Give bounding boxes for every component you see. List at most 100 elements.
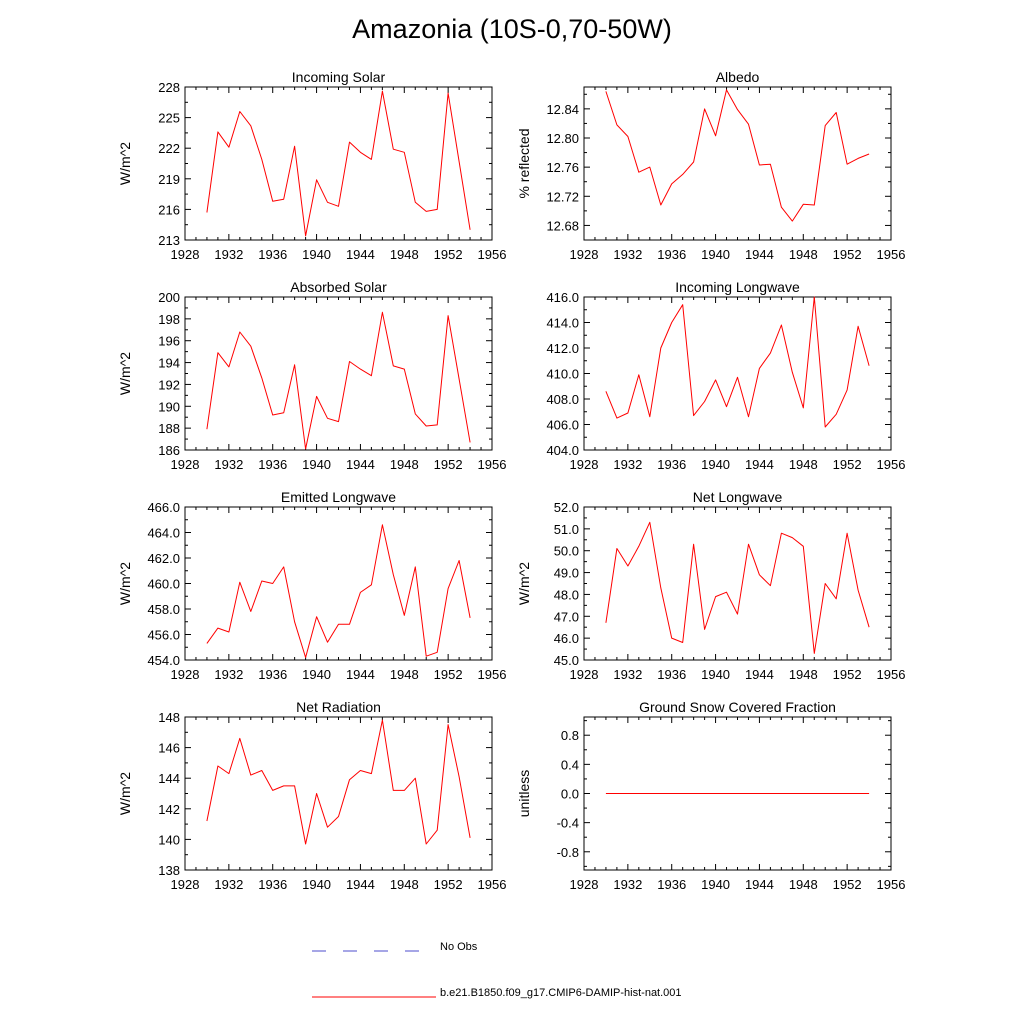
x-tick-label: 1948 [390, 877, 419, 892]
panel-2: Albedo 1928 1932 1936 1940 1944 1948 1952 1956 12… [516, 69, 905, 262]
x-tick-label: 1944 [346, 457, 375, 472]
y-axis-label: W/m^2 [117, 772, 133, 815]
series-line [206, 311, 471, 450]
y-tick-label: 47.0 [554, 609, 579, 624]
y-tick-label: 222 [158, 141, 180, 156]
y-tick-label: 406.0 [546, 418, 579, 433]
panel-8: Ground Snow Covered Fraction 1928 1932 1936… [516, 699, 905, 892]
plot-frame [583, 296, 892, 451]
y-tick-label: 144 [158, 771, 180, 786]
panel-title: Net Radiation [296, 699, 381, 715]
y-tick-label: 46.0 [554, 631, 579, 646]
panel-title: Emitted Longwave [281, 489, 396, 505]
x-tick-label: 1948 [789, 667, 818, 682]
x-tick-label: 1928 [570, 667, 599, 682]
legend-obs-swatch [312, 950, 436, 952]
x-tick-label: 1948 [390, 247, 419, 262]
x-tick-label: 1944 [346, 247, 375, 262]
y-tick-label: 12.84 [546, 102, 579, 117]
x-tick-label: 1928 [171, 457, 200, 472]
x-tick-label: 1956 [877, 667, 906, 682]
y-tick-label: 140 [158, 832, 180, 847]
y-tick-label: 0.4 [561, 757, 579, 772]
figure-title: Amazonia (10S-0,70-50W) [352, 14, 672, 44]
y-tick-label: 228 [158, 80, 180, 95]
plot-frame [184, 296, 493, 451]
y-tick-label: 12.76 [546, 160, 579, 175]
series-line [206, 719, 471, 845]
series-line [206, 90, 471, 237]
y-tick-label: 225 [158, 111, 180, 126]
y-tick-label: 456.0 [147, 628, 180, 643]
y-tick-label: 414.0 [546, 316, 579, 331]
y-tick-label: 408.0 [546, 392, 579, 407]
x-tick-label: 1940 [701, 877, 730, 892]
y-tick-label: 51.0 [554, 522, 579, 537]
x-tick-label: 1936 [258, 247, 287, 262]
x-tick-label: 1928 [171, 247, 200, 262]
x-tick-label: 1940 [302, 247, 331, 262]
y-tick-label: 49.0 [554, 566, 579, 581]
legend-obs-label: No Obs [440, 941, 478, 953]
y-tick-label: 0.8 [561, 728, 579, 743]
x-tick-label: 1932 [613, 667, 642, 682]
y-tick-label: 12.68 [546, 218, 579, 233]
x-tick-label: 1932 [613, 247, 642, 262]
y-tick-label: 194 [158, 356, 180, 371]
y-tick-label: 466.0 [147, 500, 180, 515]
y-tick-label: 186 [158, 443, 180, 458]
y-axis-label: W/m^2 [117, 562, 133, 605]
x-tick-label: 1944 [346, 877, 375, 892]
y-tick-label: -0.8 [557, 845, 579, 860]
x-tick-label: 1952 [833, 877, 862, 892]
y-tick-label: 192 [158, 377, 180, 392]
x-tick-label: 1928 [171, 877, 200, 892]
x-tick-label: 1928 [171, 667, 200, 682]
y-tick-label: 410.0 [546, 367, 579, 382]
x-tick-label: 1932 [214, 457, 243, 472]
x-tick-label: 1936 [657, 457, 686, 472]
x-tick-label: 1952 [434, 667, 463, 682]
panel-title: Absorbed Solar [290, 279, 387, 295]
y-tick-label: 213 [158, 233, 180, 248]
y-tick-label: 45.0 [554, 653, 579, 668]
legend-model-label: b.e21.B1850.f09_g17.CMIP6-DAMIP-hist-nat… [440, 987, 682, 999]
y-tick-label: 196 [158, 334, 180, 349]
y-tick-label: 138 [158, 863, 180, 878]
y-tick-label: 460.0 [147, 577, 180, 592]
x-tick-label: 1936 [657, 667, 686, 682]
y-tick-label: 190 [158, 399, 180, 414]
x-tick-label: 1944 [745, 247, 774, 262]
x-tick-label: 1944 [745, 667, 774, 682]
y-axis-label: % reflected [516, 128, 532, 198]
x-tick-label: 1940 [701, 247, 730, 262]
y-tick-label: 48.0 [554, 587, 579, 602]
series-line [605, 296, 870, 428]
x-tick-label: 1956 [478, 877, 507, 892]
y-axis-label: unitless [516, 770, 532, 817]
y-tick-label: 462.0 [147, 551, 180, 566]
series-line [206, 524, 471, 658]
x-tick-label: 1928 [570, 457, 599, 472]
x-tick-label: 1936 [657, 877, 686, 892]
y-tick-label: 412.0 [546, 341, 579, 356]
x-tick-label: 1948 [789, 877, 818, 892]
x-tick-label: 1948 [390, 667, 419, 682]
x-tick-label: 1932 [214, 667, 243, 682]
y-tick-label: 216 [158, 202, 180, 217]
x-tick-label: 1956 [877, 247, 906, 262]
series-line [605, 521, 870, 654]
legend-model-swatch [312, 996, 436, 998]
y-tick-label: 416.0 [546, 290, 579, 305]
x-tick-label: 1952 [833, 247, 862, 262]
y-tick-label: 52.0 [554, 500, 579, 515]
panel-1: Incoming Solar 1928 1932 1936 1940 1944 1948 19… [117, 69, 506, 262]
y-tick-label: 464.0 [147, 526, 180, 541]
panel-4: Incoming Longwave 1928 1932 1936 1940 1944 194… [546, 279, 905, 472]
x-tick-label: 1940 [701, 457, 730, 472]
y-tick-label: 12.72 [546, 189, 579, 204]
panel-title: Albedo [716, 69, 760, 85]
plot-frame [184, 506, 493, 661]
x-tick-label: 1932 [214, 877, 243, 892]
